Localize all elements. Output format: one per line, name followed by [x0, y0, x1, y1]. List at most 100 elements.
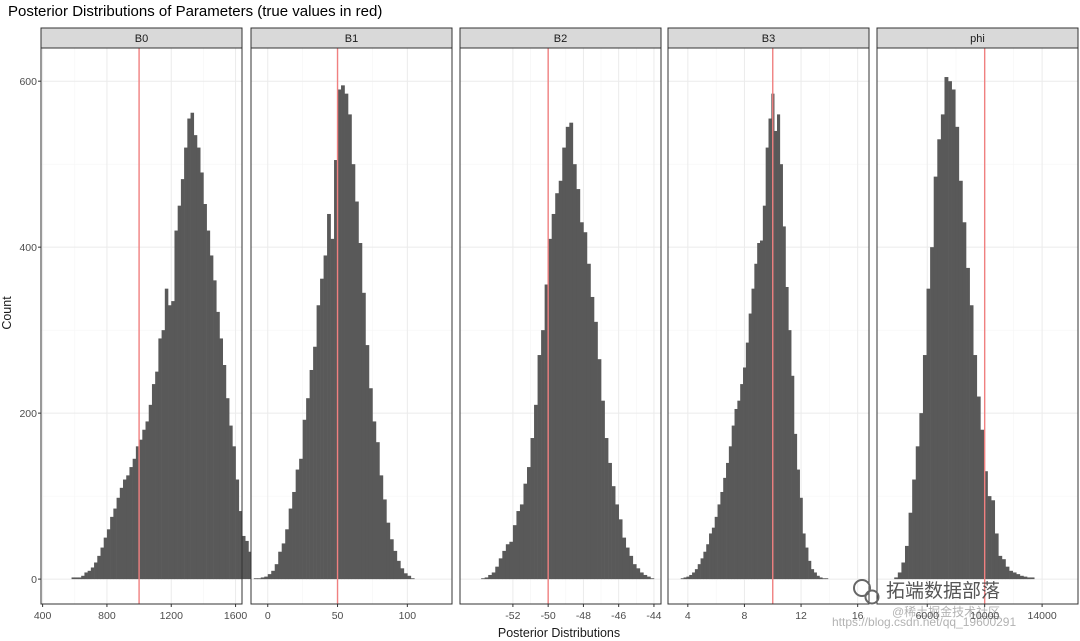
histogram-bar — [327, 213, 331, 580]
histogram-bar — [788, 330, 792, 580]
facet-strip-label: B2 — [554, 33, 567, 45]
panel-B3: B3 4 8 12 16 — [667, 27, 870, 622]
facet-strip-label: B3 — [762, 33, 775, 45]
histogram-bar — [361, 292, 366, 580]
histogram-bar — [731, 425, 735, 580]
histogram-bar — [754, 263, 758, 580]
histogram-bar — [618, 519, 623, 580]
histogram-bar — [100, 547, 105, 580]
histogram-bar — [894, 577, 899, 580]
watermark: 拓端数据部落 @稀土掘金技术社区 https://blog.csdn.net/q… — [832, 579, 1016, 629]
histogram-bar — [611, 486, 616, 580]
histogram-bar — [341, 85, 345, 580]
histogram-bar — [791, 375, 795, 580]
histogram-bar — [908, 512, 913, 580]
histogram-bar — [264, 576, 269, 580]
histogram-bar — [700, 558, 704, 580]
histogram-bar — [743, 367, 747, 580]
panel-border — [40, 47, 243, 605]
histogram-bar — [796, 469, 800, 580]
histogram-bar — [232, 446, 236, 580]
histogram-bar — [123, 479, 127, 580]
histogram-bar — [825, 578, 829, 580]
histogram-bar — [951, 89, 956, 580]
histogram-bar — [955, 126, 960, 580]
panel-phi: phi 6000 10000 14000 — [876, 27, 1079, 622]
histogram-bar — [410, 578, 415, 580]
histogram-bar — [177, 205, 182, 580]
histogram-bar — [358, 243, 363, 580]
histogram-bar — [915, 446, 920, 580]
histogram-bar — [926, 288, 931, 580]
histogram-bar — [548, 238, 552, 580]
panel-border — [459, 47, 662, 605]
histogram-bar — [488, 574, 493, 580]
histogram-bar — [714, 516, 718, 580]
histogram-bar — [590, 296, 595, 580]
histogram-bar — [776, 114, 781, 580]
histogram-bar — [555, 193, 560, 580]
histogram-bar — [139, 439, 143, 580]
histogram-bar — [937, 139, 942, 580]
histogram-bar — [403, 573, 408, 580]
histogram-bar — [922, 355, 927, 580]
panel-border — [667, 47, 870, 605]
histogram-bar — [498, 558, 503, 580]
histogram-bar — [745, 342, 749, 580]
histogram-bar — [594, 321, 598, 580]
x-tick-label: 14000 — [1028, 610, 1057, 622]
histogram-bar — [77, 577, 82, 580]
histogram-bar — [216, 311, 220, 580]
histogram-bar — [278, 551, 283, 580]
histogram-bar — [407, 575, 412, 580]
histogram-bar — [680, 578, 684, 580]
histogram-bar — [309, 369, 314, 580]
histogram-bar — [382, 499, 387, 580]
histogram-bar — [962, 222, 967, 580]
histogram-bar — [987, 496, 992, 580]
histogram-bar — [344, 93, 349, 580]
histogram-bar — [184, 147, 188, 580]
histogram-bar — [238, 511, 243, 580]
facet-strip-label: B1 — [345, 33, 358, 45]
histogram-bar — [295, 469, 300, 580]
histogram-bar — [541, 330, 545, 580]
wechat-logo-icon — [853, 579, 880, 605]
histogram-bar — [523, 483, 528, 580]
x-tick-label: 8 — [742, 610, 748, 622]
histogram-bar — [334, 160, 338, 580]
y-axis-labels: 0 200 400 600 — [19, 76, 41, 586]
histogram-bar — [281, 543, 286, 580]
histogram-bar — [337, 89, 342, 580]
histogram-bar — [151, 384, 156, 580]
x-tick-label: 1200 — [160, 610, 184, 622]
histogram-bar — [323, 255, 328, 580]
histogram-bar — [572, 164, 577, 580]
histogram-bar — [222, 365, 227, 580]
histogram-bar — [565, 126, 570, 580]
histogram-bar — [84, 572, 88, 580]
y-tick-label: 600 — [19, 76, 37, 88]
histogram-bar — [502, 550, 507, 580]
histogram-bar — [799, 497, 803, 580]
histogram-bar — [481, 578, 485, 580]
histogram-bar — [720, 491, 724, 580]
x-axis-title: Posterior Distributions — [498, 626, 620, 640]
x-tick-label: -44 — [646, 610, 661, 622]
histogram-bar — [717, 504, 721, 580]
histogram-bar — [576, 189, 581, 580]
histogram-bar — [225, 398, 230, 580]
histogram-bar — [728, 446, 732, 580]
histogram-bar — [106, 529, 111, 580]
histogram-bar — [203, 204, 207, 580]
histogram-bar — [302, 419, 307, 580]
x-tick-label: -48 — [576, 610, 591, 622]
histogram-bar — [527, 467, 531, 580]
y-tick-label: 400 — [19, 242, 37, 254]
histogram-bar — [161, 330, 166, 580]
histogram-bar — [760, 240, 764, 580]
histogram-bar — [126, 475, 130, 580]
histogram-bar — [1023, 576, 1028, 580]
histogram-bar — [200, 172, 204, 580]
histogram-bar — [1005, 566, 1010, 580]
